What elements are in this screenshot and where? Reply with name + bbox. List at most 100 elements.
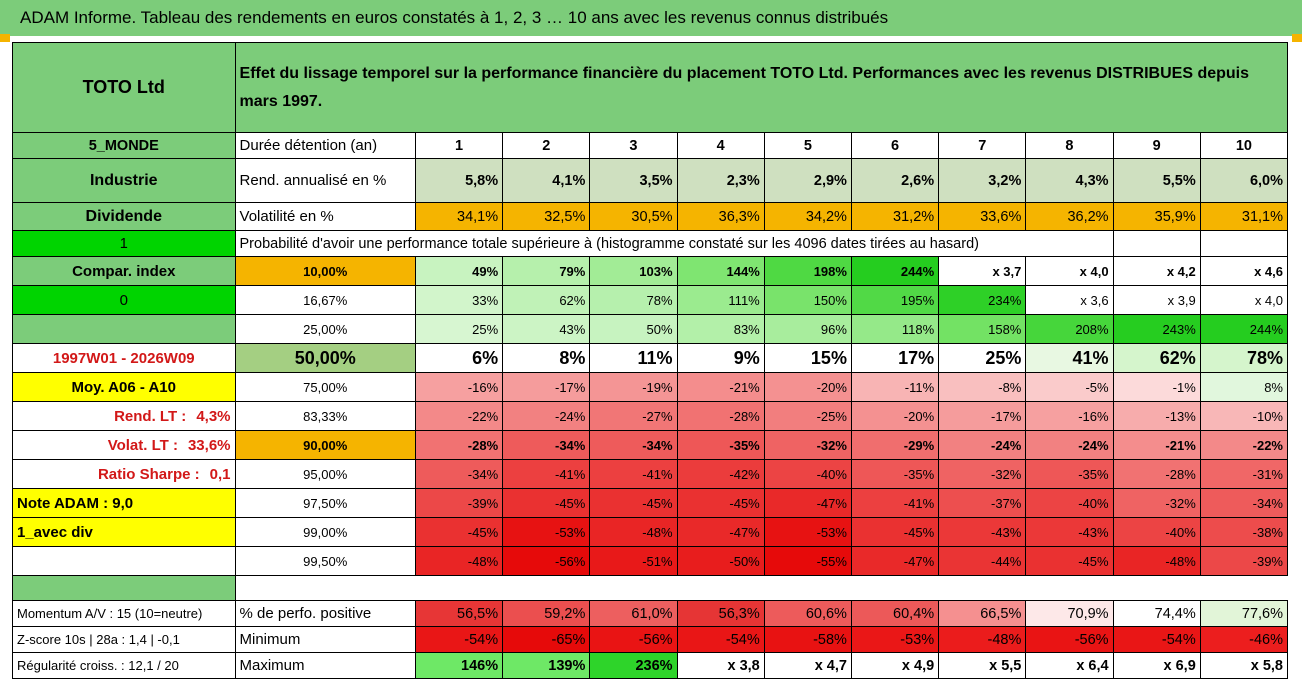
quantile-row: 25,00% 25% 43% 50% 83% 96% 118% 158% 208% 243% 244… — [12, 314, 1289, 344]
sharpe-ratio-label: Ratio Sharpe : — [97, 465, 200, 483]
quantile-value: -50% — [676, 546, 765, 576]
quantile-value: -56% — [502, 546, 591, 576]
quantile-value: x 3,7 — [938, 256, 1027, 286]
quantile-row: 1997W01 - 2026W09 50,00% 6% 8% 11% 9% 15% 17% 25… — [12, 343, 1289, 373]
rend-value: 4,3% — [1025, 158, 1114, 203]
quantile-value: -28% — [676, 401, 765, 431]
minimum-value: -56% — [589, 626, 678, 653]
quantile-value: 11% — [589, 343, 678, 373]
stats-row-minimum: Z-score 10s | 28a : 1,4 | -0,1 Minimum -54… — [12, 626, 1289, 653]
quantile-label: 97,50% — [234, 488, 416, 518]
quantile-value: -11% — [850, 372, 940, 402]
header-row: TOTO Ltd Effet du lissage temporel sur la… — [12, 42, 1289, 133]
quantile-value: -48% — [1112, 546, 1201, 576]
maximum-value: x 5,8 — [1199, 652, 1289, 679]
quantile-value: -48% — [414, 546, 504, 576]
quantile-value: -40% — [1025, 488, 1114, 518]
dividend-label: Dividende — [12, 202, 236, 231]
quantile-value: 195% — [850, 285, 940, 315]
rend-value: 3,2% — [938, 158, 1027, 203]
minimum-value: -46% — [1199, 626, 1289, 653]
quantile-value: -19% — [589, 372, 678, 402]
quantile-value: -41% — [850, 488, 940, 518]
quantile-value: -39% — [414, 488, 504, 518]
rend-value: 6,0% — [1199, 158, 1289, 203]
quantile-value: 62% — [1112, 343, 1201, 373]
corner-marker-left — [0, 34, 10, 42]
quantile-value: -22% — [414, 401, 504, 431]
sharpe-ratio-value: 0,1 — [209, 465, 231, 483]
compar-index-label: Compar. index — [12, 256, 236, 286]
corner-marker-right — [1292, 34, 1302, 42]
quantile-value: -47% — [676, 517, 765, 547]
quantile-value: -45% — [414, 517, 504, 547]
quantile-value: 243% — [1112, 314, 1201, 344]
positive-value: 66,5% — [938, 600, 1027, 627]
minimum-value: -56% — [1025, 626, 1114, 653]
volat-value: 36,2% — [1025, 202, 1114, 231]
report-title: ADAM Informe. Tableau des rendements en … — [0, 0, 1302, 36]
positive-value: 60,6% — [763, 600, 852, 627]
stats-row-positive: Momentum A/V : 15 (10=neutre)% de perfo.… — [12, 600, 1289, 627]
volat-label: Volatilité en % — [234, 202, 416, 231]
description: Effet du lissage temporel sur la perform… — [234, 42, 1289, 133]
quantile-value: 50% — [589, 314, 678, 344]
rend-value: 4,1% — [502, 158, 591, 203]
positive-value: 56,3% — [676, 600, 765, 627]
quantile-row: 99,50% -48% -56% -51% -50% -55% -47% -44% -45% -4… — [12, 546, 1289, 576]
quantile-value: -24% — [938, 430, 1027, 460]
volat-lt: Volat. LT : 33,6% — [12, 430, 236, 460]
quantile-value: 33% — [414, 285, 504, 315]
year-header: 4 — [676, 132, 765, 159]
year-header: 5 — [763, 132, 852, 159]
quantile-value: -21% — [1112, 430, 1201, 460]
year-header: 3 — [589, 132, 678, 159]
quantile-value: -34% — [589, 430, 678, 460]
quantile-value: x 3,9 — [1112, 285, 1201, 315]
zone-label: 5_MONDE — [12, 132, 236, 159]
company-name: TOTO Ltd — [12, 42, 236, 133]
year-header: 2 — [502, 132, 591, 159]
quantile-value: -38% — [1199, 517, 1289, 547]
volat-value: 36,3% — [676, 202, 765, 231]
quantile-row: Ratio Sharpe :0,1 95,00% -34% -41% -41% -42% -… — [12, 459, 1289, 489]
minimum-value: -58% — [763, 626, 852, 653]
quantile-row: Rend. LT : 4,3% 83,33% -22% -24% -27% -28% -25%… — [12, 401, 1289, 431]
quantile-value: -16% — [414, 372, 504, 402]
rend-value: 2,9% — [763, 158, 852, 203]
rend-value: 5,8% — [414, 158, 504, 203]
volat-row: Dividende Volatilité en % 34,1% 32,5% 30,5% 3… — [12, 202, 1289, 231]
quantile-value: -45% — [850, 517, 940, 547]
volat-value: 30,5% — [589, 202, 678, 231]
maximum-value: 139% — [502, 652, 591, 679]
minimum-value: -54% — [676, 626, 765, 653]
quantile-value: x 4,0 — [1199, 285, 1289, 315]
volat-lt-value: 33,6% — [187, 436, 231, 454]
quantile-value: 25% — [938, 343, 1027, 373]
positive-label: % de perfo. positive — [234, 600, 416, 627]
performance-table: TOTO Ltd Effet du lissage temporel sur la… — [12, 42, 1289, 679]
quantile-value: -16% — [1025, 401, 1114, 431]
sharpe-ratio: Ratio Sharpe : 0,1 — [12, 459, 236, 489]
rend-lt: Rend. LT : 4,3% — [12, 401, 236, 431]
quantile-label: 83,33% — [234, 401, 416, 431]
quantile-value: x 4,0 — [1025, 256, 1114, 286]
volat-value: 34,1% — [414, 202, 504, 231]
sector-label: Industrie — [12, 158, 236, 203]
maximum-label: Maximum — [234, 652, 416, 679]
volat-lt-label: Volat. LT : — [107, 436, 178, 454]
quantile-value: -35% — [676, 430, 765, 460]
quantile-value: -45% — [1025, 546, 1114, 576]
quantile-value: x 4,6 — [1199, 256, 1289, 286]
quantile-value: -53% — [502, 517, 591, 547]
quantile-value: 8% — [1199, 372, 1289, 402]
year-header: 8 — [1025, 132, 1114, 159]
quantile-value: 111% — [676, 285, 765, 315]
rend-lt-value: 4,3% — [196, 407, 231, 425]
quantile-value: 49% — [414, 256, 504, 286]
quantile-label: 50,00% — [234, 343, 416, 373]
volat-value: 35,9% — [1112, 202, 1201, 231]
quantile-value: -24% — [1025, 430, 1114, 460]
zscore-label: Z-score 10s | 28a : 1,4 | -0,1 — [12, 626, 236, 653]
avec-div: 1_avec div — [12, 517, 236, 547]
